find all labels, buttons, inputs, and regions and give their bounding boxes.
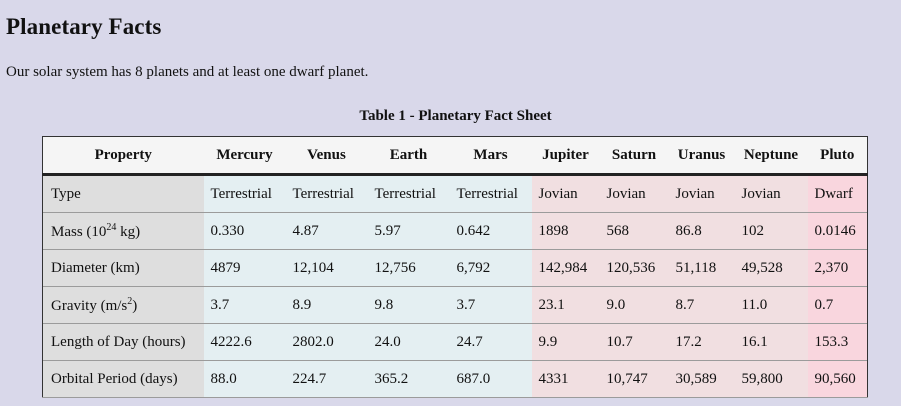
- cell-jupiter-type: Jovian: [531, 174, 600, 213]
- cell-uranus-gravity: 8.7: [668, 286, 735, 324]
- column-header-saturn: Saturn: [599, 136, 669, 176]
- cell-mars-mass: 0.642: [449, 212, 532, 250]
- cell-earth-type: Terrestrial: [367, 174, 450, 213]
- cell-pluto-orbit: 90,560: [807, 360, 868, 398]
- cell-mars-diameter: 6,792: [449, 249, 532, 287]
- column-header-pluto: Pluto: [807, 136, 868, 176]
- cell-venus-gravity: 8.9: [285, 286, 368, 324]
- cell-neptune-type: Jovian: [734, 174, 808, 213]
- cell-uranus-day: 17.2: [668, 323, 735, 361]
- row-label-length-of-day: Length of Day (hours): [42, 323, 204, 361]
- cell-jupiter-mass: 1898: [531, 212, 600, 250]
- cell-mars-gravity: 3.7: [449, 286, 532, 324]
- cell-uranus-type: Jovian: [668, 174, 735, 213]
- row-label-orbital-period: Orbital Period (days): [42, 360, 204, 398]
- column-header-jupiter: Jupiter: [531, 136, 600, 176]
- column-header-property: Property: [42, 136, 204, 176]
- row-label-gravity-exponent: 2: [127, 295, 133, 307]
- cell-mars-orbit: 687.0: [449, 360, 532, 398]
- cell-jupiter-gravity: 23.1: [531, 286, 600, 324]
- cell-earth-mass: 5.97: [367, 212, 450, 250]
- cell-mercury-mass: 0.330: [203, 212, 286, 250]
- cell-earth-orbit: 365.2: [367, 360, 450, 398]
- cell-saturn-type: Jovian: [599, 174, 669, 213]
- cell-saturn-mass: 568: [599, 212, 669, 250]
- cell-pluto-diameter: 2,370: [807, 249, 868, 287]
- intro-text: Our solar system has 8 planets and at le…: [6, 64, 369, 80]
- cell-uranus-diameter: 51,118: [668, 249, 735, 287]
- row-label-diameter: Diameter (km): [42, 249, 204, 287]
- row-label-gravity-suffix: ): [132, 297, 138, 314]
- table-row-mass: Mass (1024 kg) 0.330 4.87 5.97 0.642 189…: [42, 212, 868, 250]
- table-header-row: Property Mercury Venus Earth Mars Jupite…: [42, 136, 868, 176]
- cell-mars-type: Terrestrial: [449, 174, 532, 213]
- cell-jupiter-orbit: 4331: [531, 360, 600, 398]
- cell-saturn-orbit: 10,747: [599, 360, 669, 398]
- page-title: Planetary Facts: [6, 14, 162, 39]
- table-row-diameter: Diameter (km) 4879 12,104 12,756 6,792 1…: [42, 249, 868, 287]
- column-header-mars: Mars: [449, 136, 532, 176]
- row-label-mass-exponent: 24: [106, 221, 117, 233]
- cell-jupiter-day: 9.9: [531, 323, 600, 361]
- cell-mercury-diameter: 4879: [203, 249, 286, 287]
- cell-mars-day: 24.7: [449, 323, 532, 361]
- row-label-gravity-prefix: Gravity (m/s: [51, 297, 128, 314]
- table-row-length-of-day: Length of Day (hours) 4222.6 2802.0 24.0…: [42, 323, 868, 361]
- cell-neptune-diameter: 49,528: [734, 249, 808, 287]
- row-label-mass: Mass (1024 kg): [42, 212, 204, 250]
- planetary-fact-table: Property Mercury Venus Earth Mars Jupite…: [42, 136, 868, 398]
- cell-venus-mass: 4.87: [285, 212, 368, 250]
- cell-pluto-mass: 0.0146: [807, 212, 868, 250]
- cell-venus-diameter: 12,104: [285, 249, 368, 287]
- column-header-uranus: Uranus: [668, 136, 735, 176]
- table-caption: Table 1 - Planetary Fact Sheet: [359, 108, 552, 124]
- cell-uranus-mass: 86.8: [668, 212, 735, 250]
- row-label-mass-suffix: kg): [116, 223, 141, 240]
- cell-earth-diameter: 12,756: [367, 249, 450, 287]
- cell-jupiter-diameter: 142,984: [531, 249, 600, 287]
- cell-saturn-diameter: 120,536: [599, 249, 669, 287]
- table-row-orbital-period: Orbital Period (days) 88.0 224.7 365.2 6…: [42, 360, 868, 398]
- cell-saturn-day: 10.7: [599, 323, 669, 361]
- cell-venus-day: 2802.0: [285, 323, 368, 361]
- cell-earth-gravity: 9.8: [367, 286, 450, 324]
- column-header-earth: Earth: [367, 136, 450, 176]
- cell-mercury-type: Terrestrial: [203, 174, 286, 213]
- cell-neptune-orbit: 59,800: [734, 360, 808, 398]
- cell-venus-type: Terrestrial: [285, 174, 368, 213]
- cell-mercury-orbit: 88.0: [203, 360, 286, 398]
- cell-uranus-orbit: 30,589: [668, 360, 735, 398]
- cell-pluto-day: 153.3: [807, 323, 868, 361]
- row-label-mass-prefix: Mass (10: [51, 223, 107, 240]
- table-row-type: Type Terrestrial Terrestrial Terrestrial…: [42, 174, 868, 213]
- column-header-venus: Venus: [285, 136, 368, 176]
- cell-mercury-gravity: 3.7: [203, 286, 286, 324]
- cell-neptune-gravity: 11.0: [734, 286, 808, 324]
- cell-saturn-gravity: 9.0: [599, 286, 669, 324]
- cell-neptune-day: 16.1: [734, 323, 808, 361]
- cell-venus-orbit: 224.7: [285, 360, 368, 398]
- row-label-gravity: Gravity (m/s2): [42, 286, 204, 324]
- column-header-neptune: Neptune: [734, 136, 808, 176]
- row-label-type: Type: [42, 174, 204, 213]
- column-header-mercury: Mercury: [203, 136, 286, 176]
- table-row-gravity: Gravity (m/s2) 3.7 8.9 9.8 3.7 23.1 9.0 …: [42, 286, 868, 324]
- cell-pluto-gravity: 0.7: [807, 286, 868, 324]
- cell-mercury-day: 4222.6: [203, 323, 286, 361]
- cell-pluto-type: Dwarf: [807, 174, 868, 213]
- cell-neptune-mass: 102: [734, 212, 808, 250]
- cell-earth-day: 24.0: [367, 323, 450, 361]
